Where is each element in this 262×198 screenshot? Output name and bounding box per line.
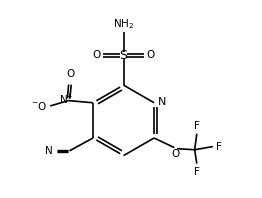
Text: F: F <box>194 167 200 177</box>
Text: +: + <box>66 92 72 101</box>
Text: S: S <box>119 49 128 62</box>
Text: F: F <box>194 121 200 130</box>
Text: F: F <box>216 142 222 151</box>
Text: O: O <box>92 50 100 60</box>
Text: O: O <box>147 50 155 60</box>
Text: O: O <box>66 69 74 79</box>
Text: N: N <box>157 97 166 107</box>
Text: N: N <box>60 95 68 105</box>
Text: NH$_2$: NH$_2$ <box>113 17 134 31</box>
Text: O: O <box>171 149 179 159</box>
Text: $^{-}$O: $^{-}$O <box>31 100 47 112</box>
Text: N: N <box>45 146 53 156</box>
